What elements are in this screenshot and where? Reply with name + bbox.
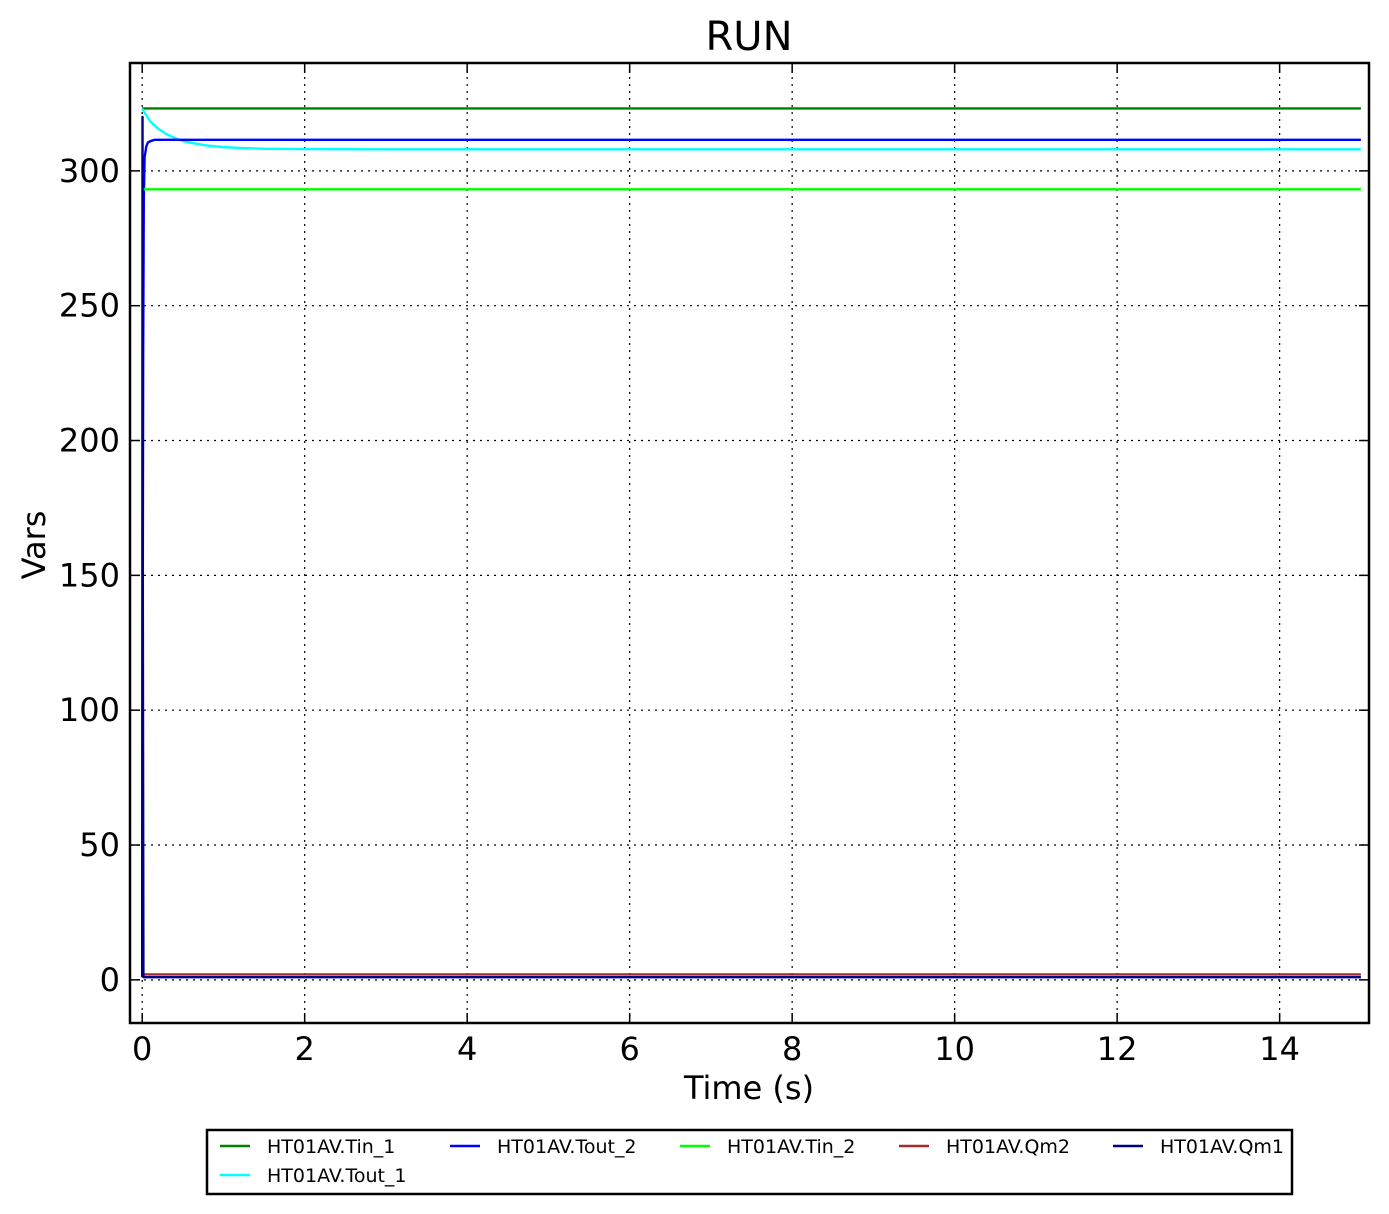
x-tick-label: 10 bbox=[934, 1030, 975, 1068]
series-line bbox=[140, 138, 1361, 978]
legend-label: HT01AV.Qm2 bbox=[946, 1136, 1070, 1158]
plot-series bbox=[140, 107, 1361, 979]
legend: HT01AV.Tin_1 HT01AV.Tout_1 HT01AV.Tout_2 HT… bbox=[205, 1128, 1294, 1196]
y-tick-label: 300 bbox=[59, 152, 120, 190]
axis-ticks: 0 2 4 6 8 10 12 14 0 50 100 150 200 250 300 bbox=[59, 63, 1369, 1068]
x-tick-label: 8 bbox=[782, 1030, 802, 1068]
y-tick-label: 100 bbox=[59, 691, 120, 729]
x-tick-label: 14 bbox=[1259, 1030, 1300, 1068]
y-axis-label: Vars bbox=[15, 511, 53, 580]
legend-label: HT01AV.Tout_2 bbox=[497, 1136, 637, 1158]
series-line bbox=[141, 108, 1361, 151]
legend-label: HT01AV.Qm1 bbox=[1160, 1136, 1284, 1158]
y-tick-label: 0 bbox=[100, 961, 120, 999]
x-tick-label: 4 bbox=[457, 1030, 477, 1068]
plot-frame bbox=[128, 61, 1371, 1025]
x-tick-label: 2 bbox=[294, 1030, 314, 1068]
series-line bbox=[140, 115, 1361, 979]
y-tick-label: 250 bbox=[59, 287, 120, 325]
y-tick-label: 50 bbox=[79, 826, 120, 864]
legend-label: HT01AV.Tout_1 bbox=[267, 1165, 407, 1187]
legend-label: HT01AV.Tin_2 bbox=[727, 1136, 855, 1158]
y-tick-label: 150 bbox=[59, 556, 120, 594]
x-tick-label: 12 bbox=[1097, 1030, 1138, 1068]
y-tick-label: 200 bbox=[59, 422, 120, 460]
x-tick-label: 0 bbox=[132, 1030, 152, 1068]
x-axis-label: Time (s) bbox=[683, 1069, 814, 1107]
x-tick-label: 6 bbox=[619, 1030, 639, 1068]
grid bbox=[130, 63, 1369, 1023]
legend-frame bbox=[205, 1128, 1294, 1196]
chart-title: RUN bbox=[706, 14, 793, 60]
legend-label: HT01AV.Tin_1 bbox=[267, 1136, 395, 1158]
